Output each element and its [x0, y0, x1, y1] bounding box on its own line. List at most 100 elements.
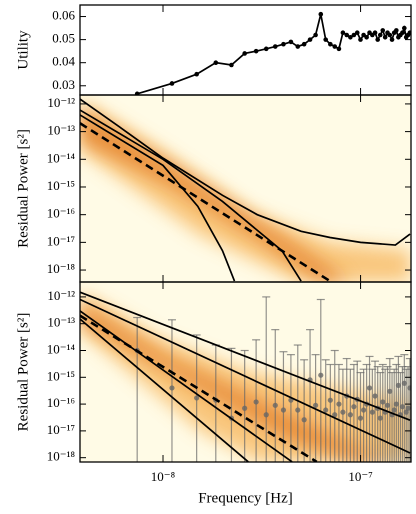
point: [169, 81, 175, 86]
error-point: [399, 404, 405, 410]
error-point: [372, 393, 378, 399]
y-tick-label: 0.04: [52, 54, 75, 69]
point: [407, 30, 411, 35]
error-point: [263, 412, 269, 418]
error-point: [357, 415, 364, 421]
y-tick-label: 10⁻¹⁷: [47, 422, 75, 437]
line: [80, 318, 249, 462]
y-axis-label: Residual Power [s²]: [15, 129, 31, 248]
point: [380, 28, 386, 33]
point: [351, 32, 357, 38]
residual-panel: [80, 282, 411, 462]
point: [272, 44, 278, 49]
point: [340, 30, 346, 35]
y-axis-label: Utility: [15, 30, 31, 70]
y-tick-label: 10⁻¹²: [47, 95, 75, 110]
dashed-line: [80, 122, 331, 282]
point: [301, 41, 307, 47]
error-point: [380, 399, 386, 405]
point: [382, 35, 388, 40]
point: [328, 41, 333, 47]
point: [400, 30, 405, 35]
point: [336, 46, 342, 52]
point: [364, 35, 369, 40]
density-band: [80, 100, 411, 282]
axes-frame: [79, 4, 412, 96]
error-point: [384, 402, 391, 408]
axes-frame: [79, 281, 412, 463]
dashed-line: [80, 314, 318, 462]
error-point: [377, 415, 383, 421]
line: [80, 291, 411, 422]
error-point: [169, 385, 175, 391]
error-point: [361, 407, 367, 413]
y-tick-label: 10⁻¹²: [47, 288, 75, 303]
x-tick-label: 10⁻⁸: [151, 469, 176, 484]
y-tick-label: 10⁻¹⁷: [47, 233, 75, 248]
error-point: [393, 401, 399, 407]
error-point: [312, 402, 319, 408]
line: [80, 298, 411, 454]
point: [375, 37, 381, 42]
point: [323, 37, 328, 42]
point: [387, 32, 393, 38]
y-tick-label: 10⁻¹⁴: [47, 341, 76, 356]
error-point: [194, 395, 200, 401]
point: [354, 30, 360, 35]
error-point: [336, 401, 342, 407]
error-point: [340, 409, 346, 415]
density-core: [80, 108, 350, 282]
error-point: [369, 409, 375, 415]
y-tick-label: 10⁻¹⁵: [47, 178, 75, 193]
point: [307, 37, 313, 42]
error-point: [323, 407, 329, 413]
point: [229, 62, 234, 68]
point: [134, 91, 140, 95]
line: [80, 98, 411, 246]
point: [358, 37, 363, 42]
line: [80, 114, 236, 282]
error-point: [351, 404, 357, 410]
point: [344, 32, 350, 38]
point: [318, 11, 324, 17]
point: [394, 28, 399, 33]
error-point: [391, 407, 397, 413]
x-axis-label: Frequency [Hz]: [198, 490, 293, 506]
y-tick-label: 0.06: [52, 8, 75, 23]
y-axis-label: Residual Power [s²]: [15, 313, 31, 432]
point: [253, 48, 259, 54]
error-point: [253, 399, 259, 405]
y-tick-label: 10⁻¹⁸: [47, 449, 76, 464]
error-point: [318, 372, 324, 378]
error-point: [301, 417, 307, 423]
error-point: [295, 407, 301, 413]
point: [377, 32, 383, 38]
x-tick-label: 10⁻⁷: [348, 469, 372, 484]
y-tick-label: 10⁻¹⁶: [47, 395, 75, 410]
line: [136, 14, 411, 95]
y-tick-label: 0.03: [52, 77, 75, 92]
point: [194, 71, 199, 77]
point: [313, 32, 318, 38]
y-tick-label: 10⁻¹³: [47, 123, 75, 138]
error-point: [366, 385, 373, 391]
point: [295, 44, 301, 49]
y-tick-label: 10⁻¹⁶: [47, 206, 75, 221]
y-tick-label: 0.05: [52, 31, 75, 46]
axes: 0.03 0.04 0.05 0.06 Utility 10⁻¹² 10⁻¹³ 10⁻¹⁴ 10…: [15, 4, 412, 506]
point: [389, 37, 395, 42]
y-tick-label: 10⁻¹⁵: [47, 368, 75, 383]
error-point: [347, 412, 353, 418]
error-point: [280, 407, 287, 413]
error-point: [387, 388, 393, 394]
point: [213, 60, 219, 65]
y-tick-label: 10⁻¹⁸: [47, 261, 76, 276]
point: [348, 35, 353, 40]
error-point: [332, 412, 338, 418]
y-tick-label: 10⁻¹³: [47, 315, 75, 330]
line: [80, 109, 302, 282]
error-point: [242, 405, 248, 411]
point: [242, 51, 247, 56]
point: [372, 30, 378, 35]
